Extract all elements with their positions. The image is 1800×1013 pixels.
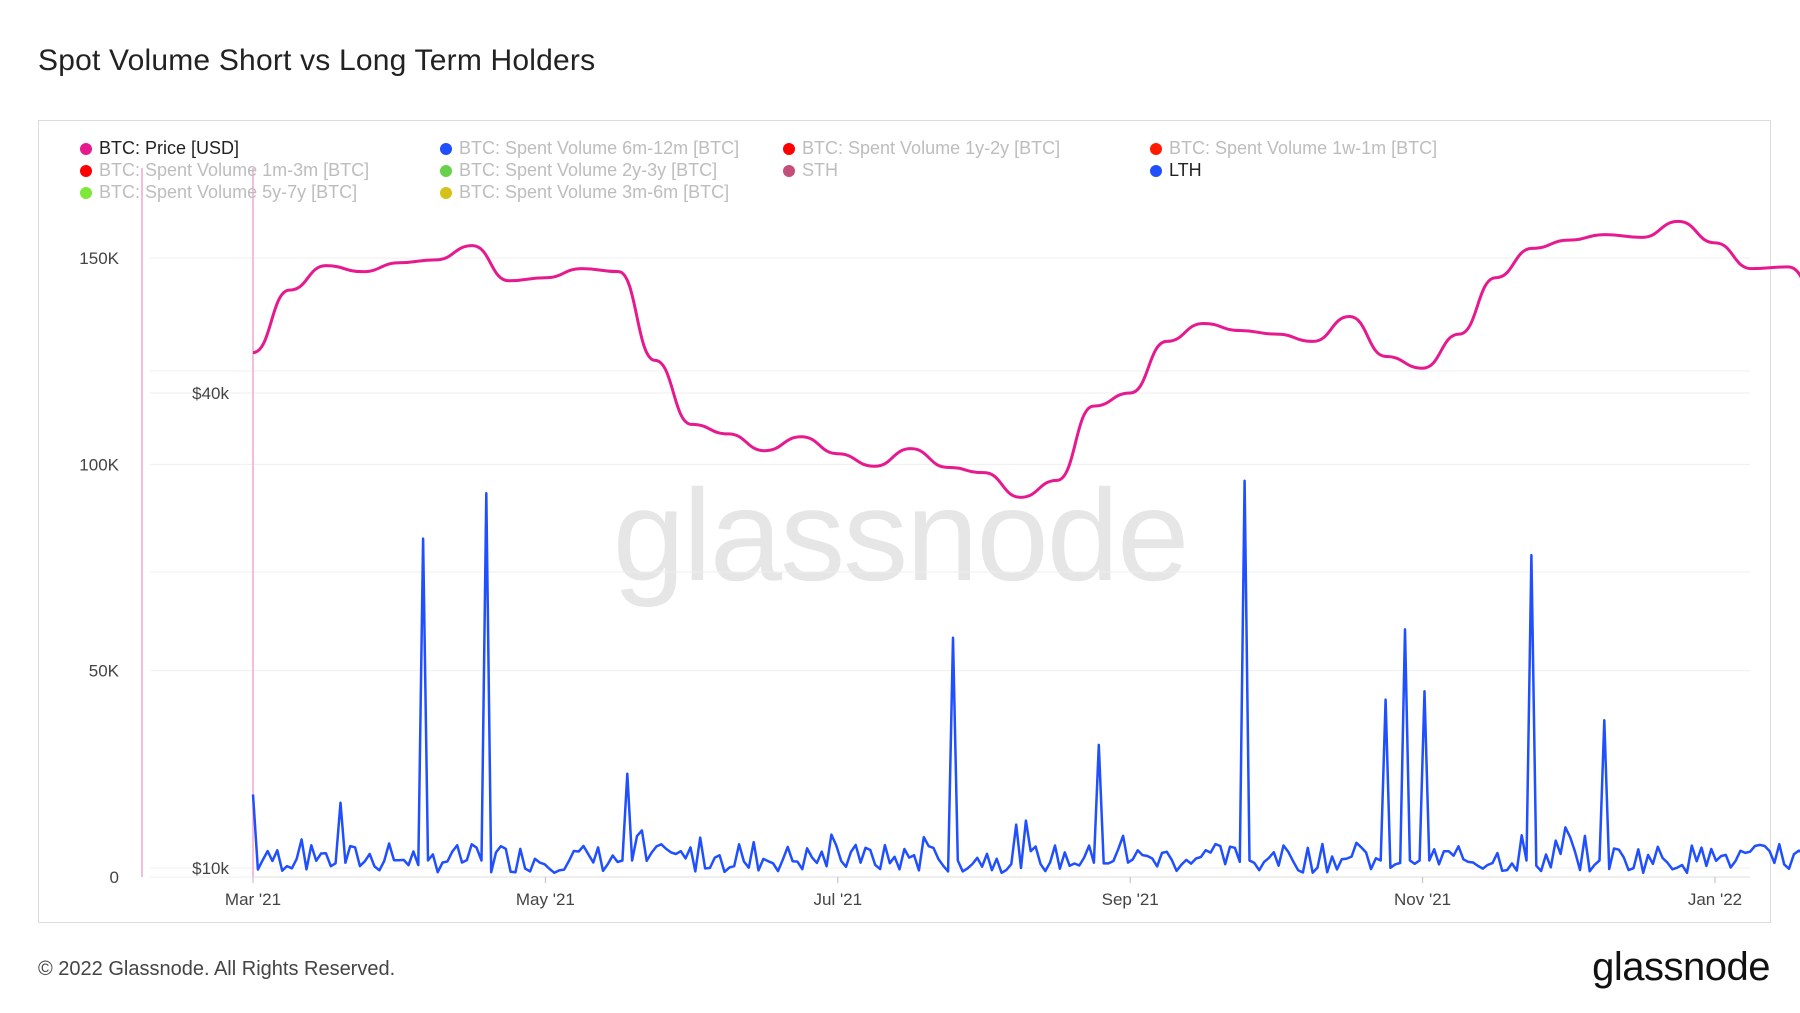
chart-title: Spot Volume Short vs Long Term Holders bbox=[38, 44, 596, 77]
y-left-tick-label: 150K bbox=[79, 249, 119, 268]
x-tick-label: Sep '21 bbox=[1102, 890, 1159, 909]
x-tick-label: Jan '22 bbox=[1688, 890, 1742, 909]
glassnode-logo: glassnode bbox=[1592, 945, 1770, 989]
chart-panel bbox=[38, 120, 1771, 923]
x-tick-label: Mar '21 bbox=[225, 890, 281, 909]
y-left-tick-label: 0 bbox=[110, 868, 119, 887]
y-price-tick-label: $40k bbox=[192, 384, 229, 403]
y-left-tick-label: 100K bbox=[79, 455, 119, 474]
watermark: glassnode bbox=[613, 462, 1188, 608]
copyright-footer: © 2022 Glassnode. All Rights Reserved. bbox=[38, 958, 396, 980]
y-price-tick-label: $10k bbox=[192, 859, 229, 878]
price-series-line bbox=[252, 219, 1800, 499]
x-tick-label: May '21 bbox=[516, 890, 575, 909]
y-left-tick-label: 50K bbox=[89, 662, 120, 681]
x-tick-label: Jul '21 bbox=[813, 890, 862, 909]
x-tick-label: Nov '21 bbox=[1394, 890, 1451, 909]
lth-series-line bbox=[251, 479, 1800, 875]
